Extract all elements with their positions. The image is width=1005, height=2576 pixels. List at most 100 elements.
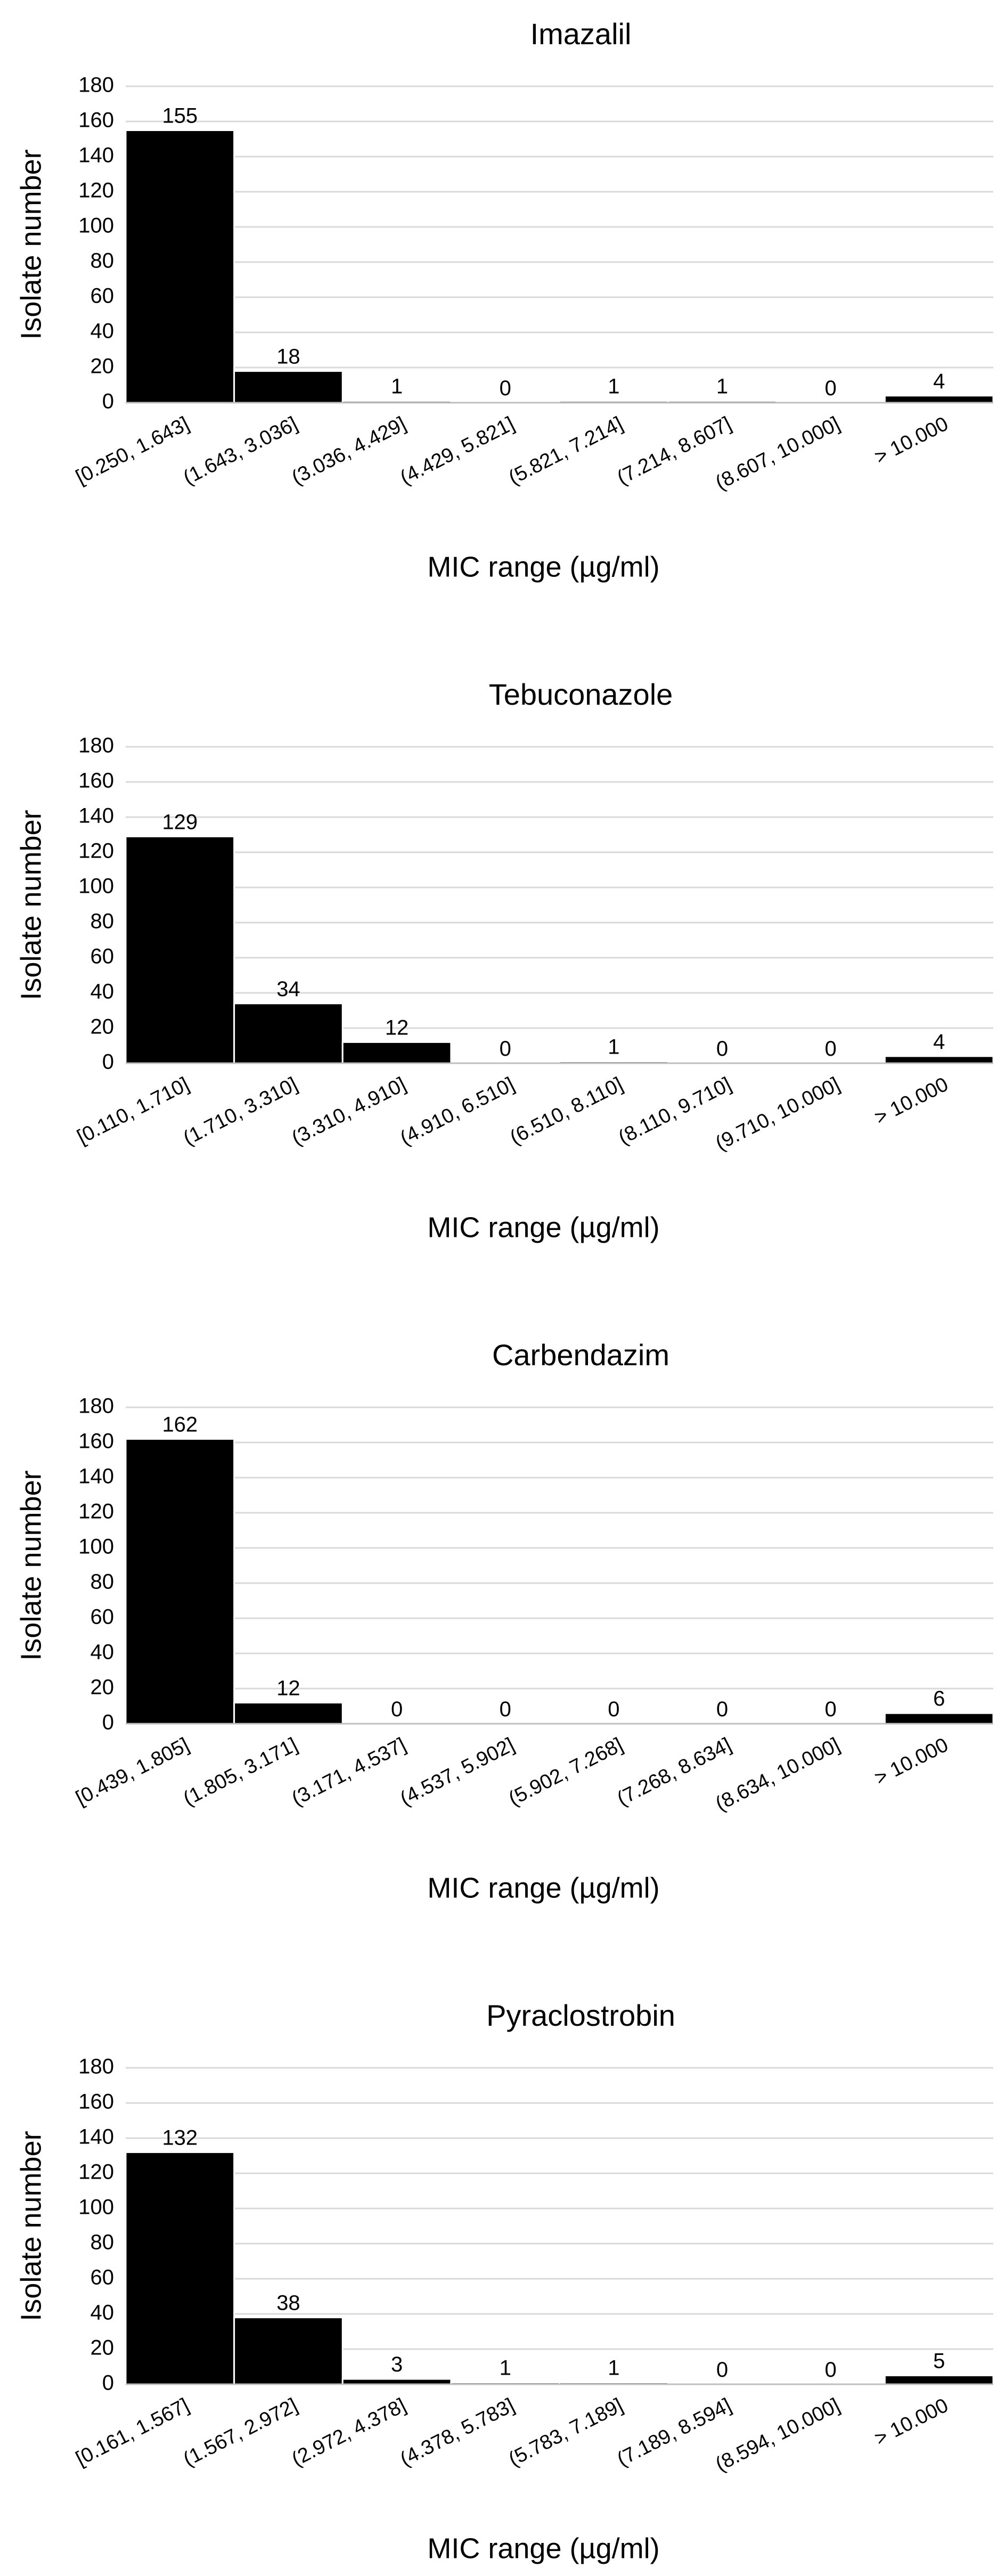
x-axis: [0.161, 1.567](1.567, 2.972](2.972, 4.37… (72, 2394, 952, 2476)
bar-value-label: 3 (391, 2353, 403, 2376)
y-tick-label: 40 (91, 1641, 115, 1664)
bar-value-label: 0 (500, 1698, 511, 1721)
chart-title: Pyraclostrobin (486, 1999, 675, 2032)
chart-panel-pyraclostrobin: Pyraclostrobin02040608010012014016018013… (15, 1999, 994, 2564)
bar-value-label: 1 (500, 2357, 511, 2380)
x-tick-label: [0.110, 1.710] (73, 1073, 193, 1149)
y-tick-label: 180 (78, 2055, 114, 2078)
bar (233, 370, 344, 404)
bar (884, 395, 994, 404)
y-tick-label: 180 (78, 74, 114, 97)
bar-value-label: 6 (933, 1687, 945, 1710)
bar-value-label: 0 (716, 1698, 728, 1721)
y-axis-title: Isolate number (15, 149, 47, 339)
bar-value-label: 4 (933, 1030, 945, 1054)
x-tick-label: > 10.000 (871, 1073, 952, 1129)
x-tick-label: (5.783, 7.189] (505, 2394, 626, 2471)
bar-value-label: 34 (276, 977, 300, 1001)
y-tick-label: 160 (78, 769, 114, 793)
bar-value-label: 1 (608, 375, 619, 398)
y-axis-title: Isolate number (15, 2131, 47, 2321)
bar-value-label: 1 (608, 2357, 619, 2380)
x-tick-label: [0.161, 1.567] (72, 2394, 193, 2471)
x-tick-label: (1.805, 3.171] (180, 1734, 301, 1811)
x-tick-label: (4.910, 6.510] (397, 1073, 518, 1150)
bar (884, 1055, 994, 1064)
x-tick-label: (4.429, 5.821] (397, 413, 518, 490)
bar (125, 1438, 235, 1725)
bar-value-label: 18 (276, 345, 300, 369)
bar-value-label: 0 (500, 377, 511, 400)
x-tick-label: (9.710, 10.000] (712, 1073, 844, 1155)
bar-series: 162 12 0 0 0 0 0 6 (125, 1413, 994, 1725)
chart-title: Carbendazim (492, 1338, 669, 1372)
bar-value-label: 12 (385, 1016, 409, 1039)
bar-series: 129 34 12 0 1 0 0 4 (125, 810, 994, 1064)
x-axis: [0.110, 1.710](1.710, 3.310](3.310, 4.91… (73, 1073, 952, 1155)
y-tick-label: 40 (91, 320, 115, 343)
y-tick-label: 120 (78, 839, 114, 863)
y-tick-label: 180 (78, 1395, 114, 1418)
bar-value-label: 0 (391, 1698, 403, 1721)
bar (125, 835, 235, 1064)
y-tick-label: 0 (102, 1711, 114, 1734)
x-tick-label: (3.310, 4.910] (288, 1073, 410, 1150)
bar (233, 1002, 344, 1064)
x-tick-label: (8.594, 10.000] (712, 2394, 844, 2476)
y-tick-label: 60 (91, 1605, 115, 1629)
x-tick-label: (8.607, 10.000] (712, 413, 844, 494)
bar-value-label: 132 (162, 2126, 198, 2149)
y-tick-label: 20 (91, 2336, 115, 2360)
x-axis: [0.439, 1.805](1.805, 3.171](3.171, 4.53… (72, 1734, 952, 1815)
bar-value-label: 155 (162, 104, 198, 128)
bar-value-label: 0 (824, 2358, 836, 2382)
x-tick-label: > 10.000 (871, 1734, 952, 1790)
y-tick-label: 180 (78, 734, 114, 757)
bar-value-label: 0 (716, 1037, 728, 1061)
x-tick-label: (1.643, 3.036] (180, 413, 301, 490)
x-tick-label: [0.439, 1.805] (72, 1734, 193, 1810)
bar (341, 1041, 452, 1064)
y-tick-label: 60 (91, 945, 115, 968)
y-tick-label: 20 (91, 1676, 115, 1699)
y-axis-title: Isolate number (15, 1470, 47, 1660)
bar-value-label: 1 (608, 1036, 619, 1059)
x-tick-label: (8.634, 10.000] (712, 1734, 844, 1815)
y-tick-label: 80 (91, 249, 115, 273)
y-tick-label: 120 (78, 2161, 114, 2184)
bar-value-label: 38 (276, 2292, 300, 2315)
bar (233, 1701, 344, 1725)
y-tick-label: 100 (78, 1535, 114, 1559)
bar-value-label: 0 (716, 2358, 728, 2382)
bar-value-label: 0 (824, 1698, 836, 1721)
x-tick-label: (3.171, 4.537] (288, 1734, 410, 1811)
bar-value-label: 0 (824, 377, 836, 400)
x-axis-title: MIC range (µg/ml) (427, 551, 659, 583)
y-tick-label: 80 (91, 2231, 115, 2254)
y-tick-label: 100 (78, 875, 114, 898)
bar (125, 2151, 235, 2385)
y-tick-label: 20 (91, 1015, 115, 1039)
bar-value-label: 0 (824, 1037, 836, 1061)
bar-value-label: 129 (162, 810, 198, 834)
y-tick-label: 0 (102, 2371, 114, 2395)
bar-value-label: 0 (608, 1698, 619, 1721)
x-tick-label: (6.510, 8.110] (506, 1073, 627, 1150)
chart-title: Tebuconazole (489, 678, 673, 711)
bar-value-label: 162 (162, 1413, 198, 1436)
x-tick-label: > 10.000 (871, 413, 952, 469)
y-tick-label: 40 (91, 980, 115, 1004)
y-tick-label: 0 (102, 390, 114, 413)
bar-value-label: 1 (391, 375, 403, 398)
x-tick-label: [0.250, 1.643] (72, 413, 193, 489)
y-tick-label: 140 (78, 1465, 114, 1488)
y-tick-label: 160 (78, 1430, 114, 1453)
y-tick-label: 160 (78, 2090, 114, 2114)
y-tick-label: 160 (78, 109, 114, 132)
y-tick-label: 140 (78, 2125, 114, 2149)
bar-value-label: 4 (933, 370, 945, 393)
